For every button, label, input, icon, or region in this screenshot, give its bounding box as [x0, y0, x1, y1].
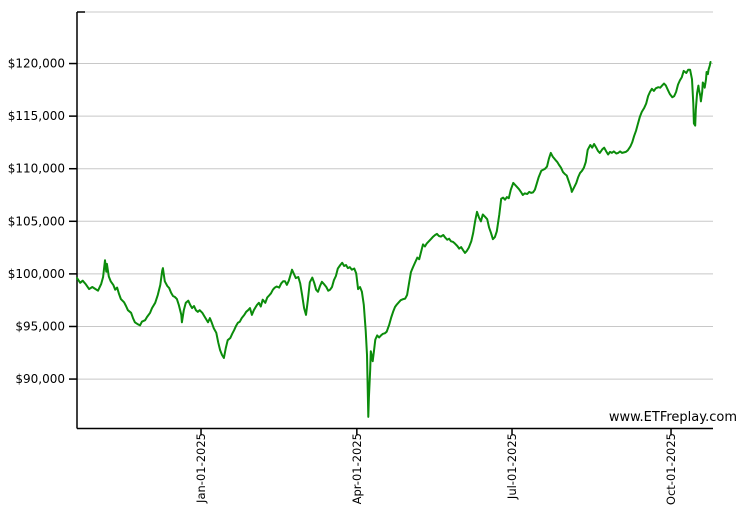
- x-axis-labels: Jan-01-2025 Apr-01-2025 Jul-01-2025 Oct-01-…: [194, 433, 678, 505]
- watermark: www.ETFreplay.com: [609, 410, 737, 425]
- y-axis-label: $115,000: [8, 109, 65, 123]
- x-axis-label: Oct-01-2025: [664, 433, 678, 505]
- x-axis-label: Jan-01-2025: [194, 433, 208, 504]
- y-axis-label: $95,000: [15, 319, 65, 333]
- y-axis-labels: $90,000 $95,000 $100,000 $105,000 $110,000 $1…: [8, 57, 65, 387]
- y-axis-label: $90,000: [15, 372, 65, 386]
- x-axis-label: Jul-01-2025: [505, 433, 519, 500]
- axes: [69, 11, 713, 435]
- gridlines: [77, 11, 713, 380]
- y-axis-label: $100,000: [8, 267, 65, 281]
- y-axis-label: $110,000: [8, 162, 65, 176]
- y-axis-label: $120,000: [8, 57, 65, 71]
- x-axis-label: Apr-01-2025: [350, 433, 364, 504]
- y-axis-label: $105,000: [8, 214, 65, 228]
- price-line: [76, 61, 712, 418]
